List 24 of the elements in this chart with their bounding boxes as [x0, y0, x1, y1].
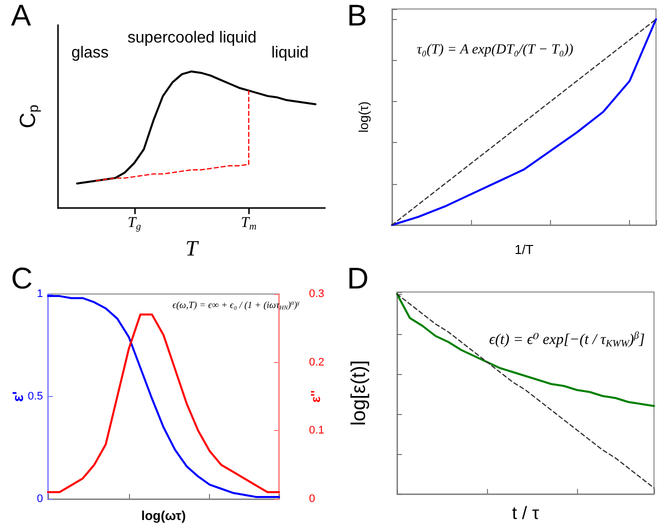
y2-tick-label: 0.1 [309, 424, 324, 437]
y-tick-label: 1 [36, 288, 43, 300]
y-tick-label: 0 [36, 493, 43, 505]
x-axis-title: 1/T [514, 242, 534, 257]
text: glass [71, 44, 109, 62]
y-axis-title: ε' [10, 391, 27, 402]
x-axis-title: t / τ [512, 503, 540, 523]
y2-axis-title: ε'' [308, 390, 323, 403]
annotation: τ₀(T) = A exp(DT₀/(T − T₀)) [416, 42, 574, 58]
y-axis-title: Cp [15, 104, 41, 128]
chart-title: A [11, 0, 32, 32]
text: liquid [271, 44, 309, 62]
y2-tick-label: 0.2 [309, 356, 324, 368]
y-axis-title: log(τ) [356, 101, 371, 133]
x-axis-title: log(ωτ) [141, 508, 186, 523]
text: supercooled liquid [128, 30, 256, 46]
y-axis-title: log[ε(t)] [348, 360, 370, 426]
y2-tick-label: 0 [309, 493, 316, 505]
chart-title: B [347, 0, 368, 32]
x-axis-title: T [185, 236, 200, 260]
chart-title: C [11, 262, 33, 296]
chart-title: D [347, 262, 369, 296]
y-tick-label: 0.5 [28, 390, 43, 402]
y2-tick-label: 0.3 [309, 288, 324, 300]
